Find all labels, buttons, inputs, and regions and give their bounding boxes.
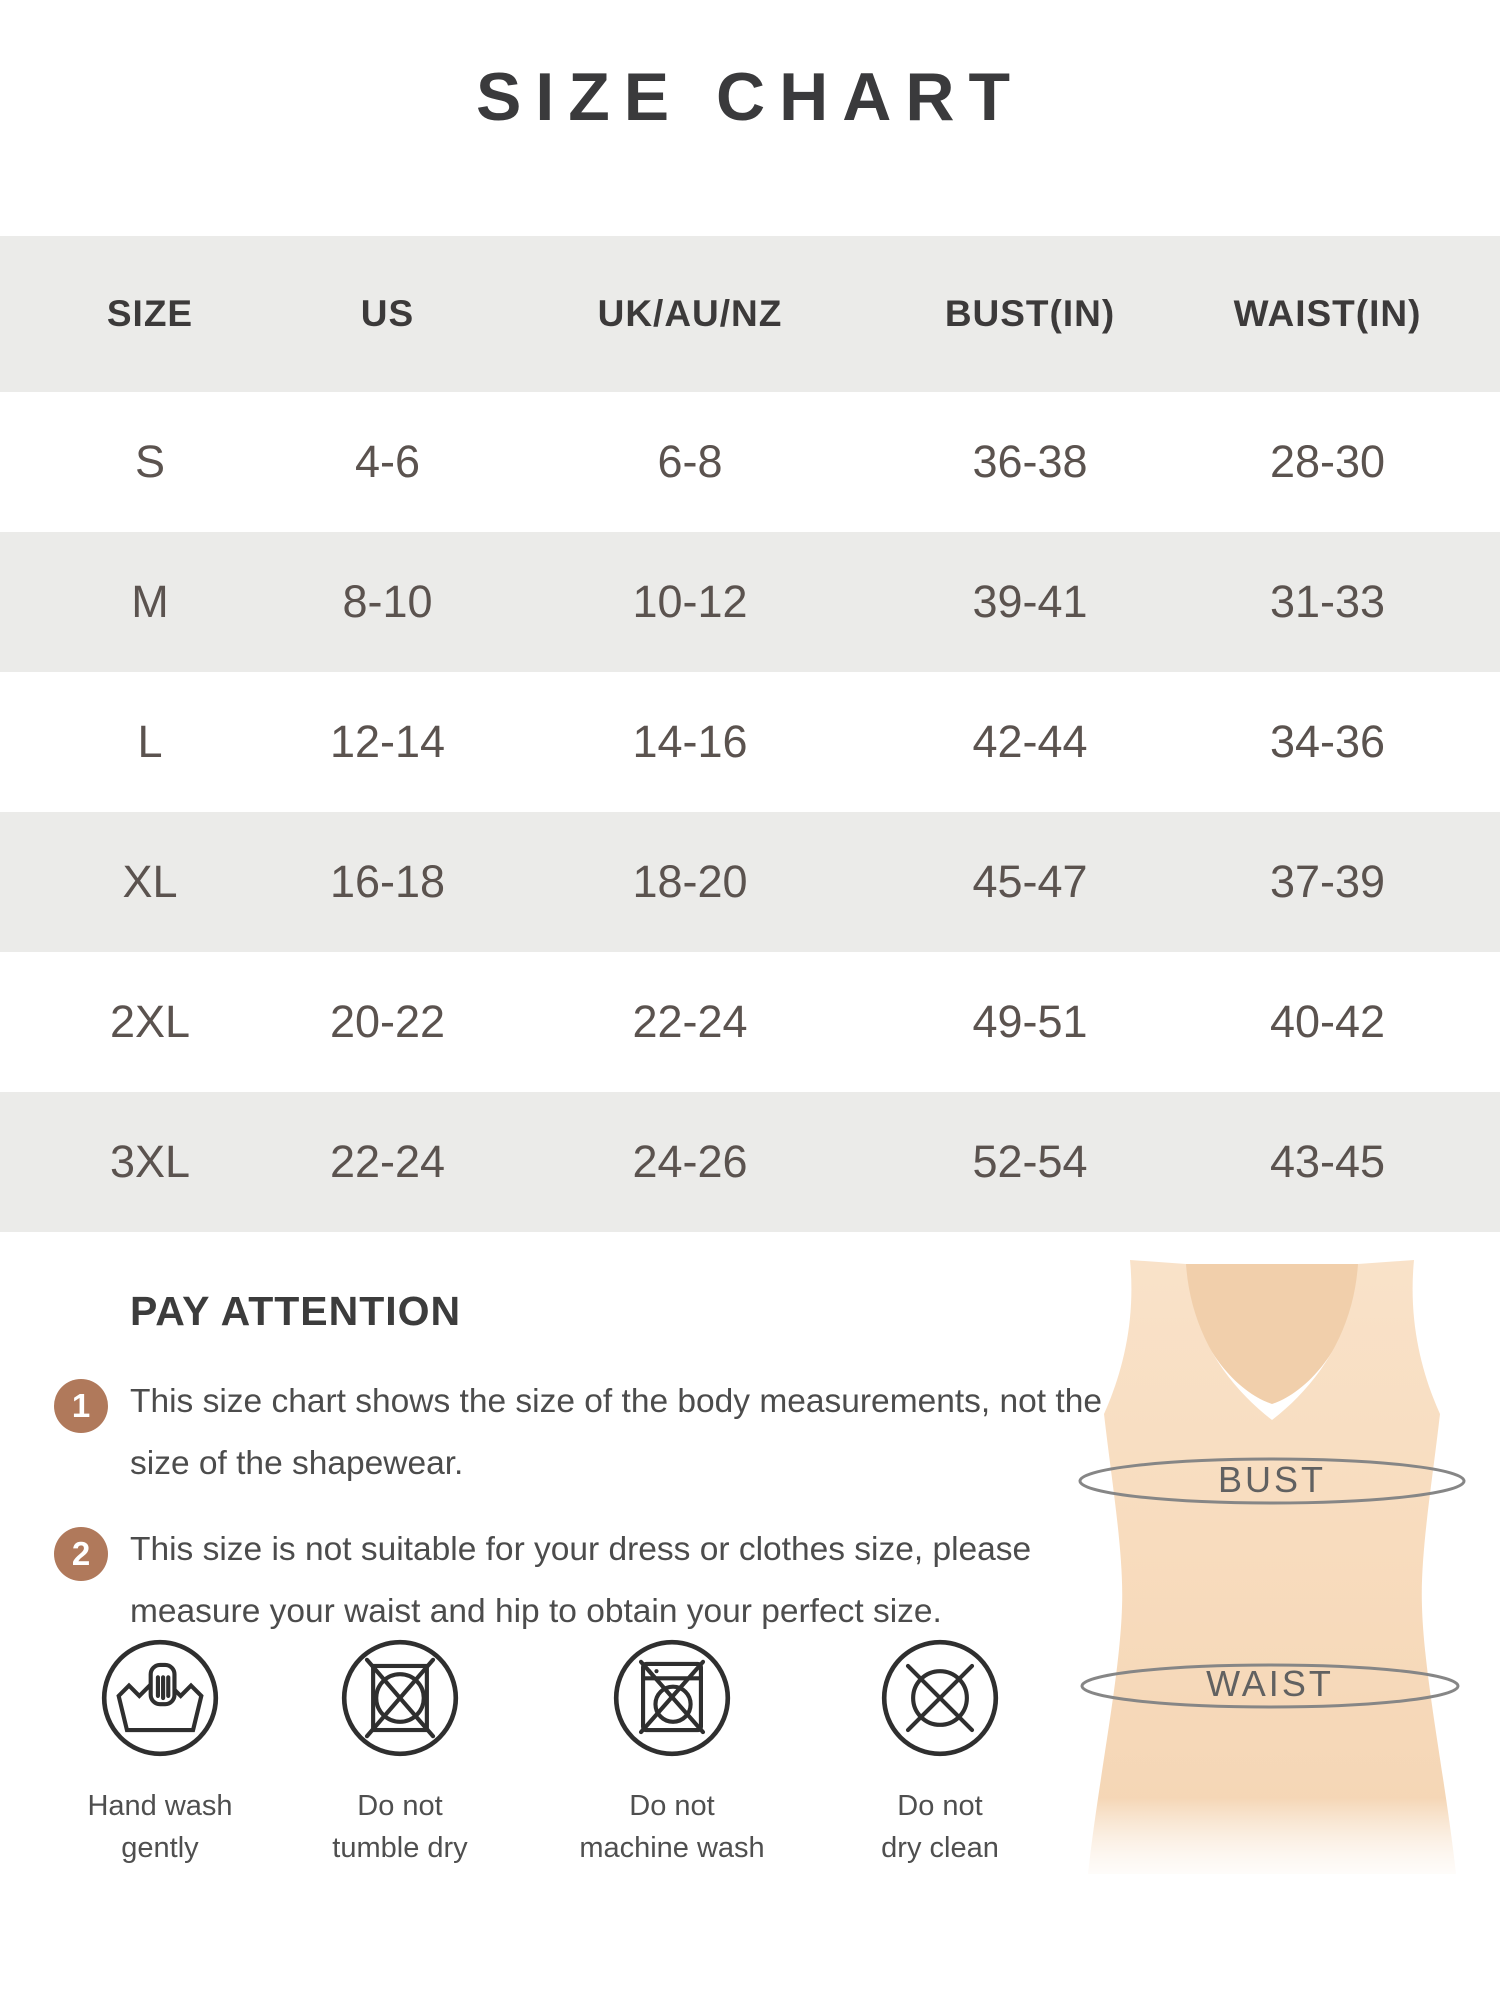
attention-note-2: 2 This size is not suitable for your dre…	[54, 1519, 1160, 1643]
size-cell: 31-33	[1269, 576, 1386, 627]
size-cell: 28-30	[1269, 436, 1386, 487]
pay-attention-heading: PAY ATTENTION	[130, 1288, 462, 1334]
size-cell: XL	[122, 856, 178, 907]
pay-attention-section: PAY ATTENTION 1 This size chart shows th…	[54, 1288, 1160, 1667]
care-label-line: tumble dry	[332, 1832, 468, 1864]
size-cell: 20-22	[329, 996, 446, 1047]
size-cell: L	[137, 716, 163, 767]
do-not-machine-wash-icon	[610, 1636, 734, 1760]
care-item-no-tumble-dry: Do not tumble dry	[270, 1636, 530, 1869]
size-table: SIZE US UK/AU/NZ BUST(IN) WAIST(IN) S 4-6…	[0, 236, 1500, 1232]
note-text: This size chart shows the size of the bo…	[130, 1383, 1102, 1482]
size-cell: 18-20	[632, 856, 748, 907]
size-cell: 8-10	[342, 576, 433, 627]
column-header-bust: BUST(IN)	[944, 293, 1116, 334]
size-cell: 6-8	[657, 436, 723, 487]
size-cell: 43-45	[1269, 1136, 1386, 1187]
size-table-header: SIZE US UK/AU/NZ BUST(IN) WAIST(IN)	[0, 236, 1500, 392]
table-row: S 4-6 6-8 36-38 28-30	[0, 392, 1500, 532]
table-row: L 12-14 14-16 42-44 34-36	[0, 672, 1500, 812]
note-number-badge: 1	[54, 1379, 108, 1433]
table-row: XL 16-18 18-20 45-47 37-39	[0, 812, 1500, 952]
care-label-line: gently	[121, 1832, 199, 1864]
care-label-line: Do not	[897, 1790, 983, 1822]
size-cell: 12-14	[329, 716, 446, 767]
size-cell: M	[131, 576, 169, 627]
column-header-waist: WAIST(IN)	[1233, 293, 1422, 334]
note-number-badge: 2	[54, 1527, 108, 1581]
size-cell: 39-41	[972, 576, 1088, 627]
care-label: Hand wash gently	[30, 1785, 290, 1869]
size-cell: 10-12	[632, 576, 748, 627]
table-row: 3XL 22-24 24-26 52-54 43-45	[0, 1092, 1500, 1232]
size-cell: 24-26	[632, 1136, 748, 1187]
care-label: Do not machine wash	[542, 1785, 802, 1869]
header-row: SIZE US UK/AU/NZ BUST(IN) WAIST(IN)	[0, 236, 1500, 392]
note-number: 1	[71, 1387, 91, 1424]
size-cell: 14-16	[632, 716, 748, 767]
bust-measure-ellipse	[1078, 1457, 1466, 1505]
care-instructions-row: Hand wash gently Do not tumble dry	[60, 1636, 1160, 1896]
size-cell: 4-6	[354, 436, 421, 487]
size-cell: 16-18	[329, 856, 446, 907]
column-header-size: SIZE	[106, 293, 194, 334]
do-not-dry-clean-icon	[878, 1636, 1002, 1760]
size-cell: 3XL	[109, 1136, 191, 1187]
care-label-line: Hand wash	[87, 1790, 233, 1822]
size-cell: 22-24	[632, 996, 748, 1047]
size-cell: 40-42	[1269, 996, 1386, 1047]
size-cell: 34-36	[1269, 716, 1386, 767]
bust-label: BUST	[1218, 1459, 1326, 1500]
size-cell: 45-47	[972, 856, 1088, 907]
care-item-hand-wash: Hand wash gently	[30, 1636, 290, 1869]
page-title: SIZE CHART	[476, 59, 1024, 135]
care-label-line: Do not	[357, 1790, 443, 1822]
size-cell: 37-39	[1269, 856, 1386, 907]
tank-top-illustration	[1088, 1260, 1456, 1874]
column-header-uk-au-nz: UK/AU/NZ	[597, 293, 783, 334]
do-not-tumble-dry-icon	[338, 1636, 462, 1760]
care-label-line: machine wash	[579, 1832, 765, 1864]
waist-label: WAIST	[1206, 1663, 1334, 1704]
size-table-body: S 4-6 6-8 36-38 28-30 M 8-10 10-12 39-41 31-33 L 12…	[0, 392, 1500, 1232]
care-label: Do not tumble dry	[270, 1785, 530, 1869]
attention-note-1: 1 This size chart shows the size of the …	[54, 1371, 1160, 1495]
care-label-line: Do not	[629, 1790, 715, 1822]
note-number: 2	[71, 1535, 91, 1572]
care-label-line: dry clean	[881, 1832, 999, 1864]
size-cell: 49-51	[972, 996, 1088, 1047]
shapewear-figure: BUST WAIST	[1052, 1252, 1497, 1902]
table-row: M 8-10 10-12 39-41 31-33	[0, 532, 1500, 672]
size-cell: 42-44	[972, 716, 1088, 767]
table-row: 2XL 20-22 22-24 49-51 40-42	[0, 952, 1500, 1092]
size-cell: 22-24	[329, 1136, 446, 1187]
care-label: Do not dry clean	[810, 1785, 1070, 1869]
note-text: This size is not suitable for your dress…	[130, 1531, 1032, 1630]
size-cell: 52-54	[972, 1136, 1088, 1187]
size-cell: 36-38	[972, 436, 1088, 487]
care-item-no-dry-clean: Do not dry clean	[810, 1636, 1070, 1869]
column-header-us: US	[360, 293, 415, 334]
waist-measure-ellipse	[1080, 1663, 1460, 1709]
size-cell: S	[134, 436, 165, 487]
hand-wash-icon	[98, 1636, 222, 1760]
size-cell: 2XL	[109, 996, 191, 1047]
care-item-no-machine-wash: Do not machine wash	[542, 1636, 802, 1869]
